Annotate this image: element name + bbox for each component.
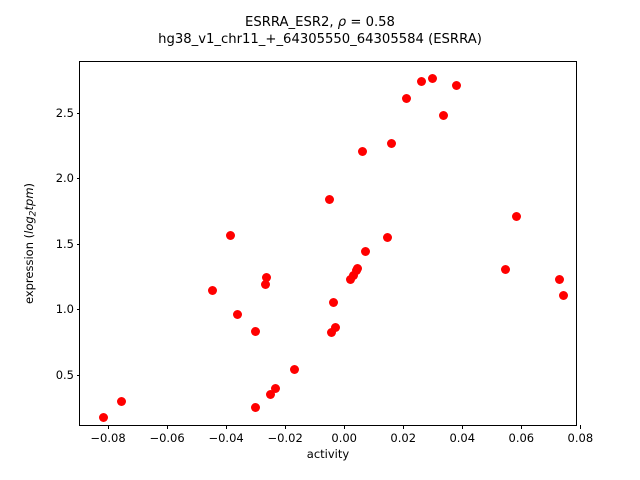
y-axis-label-suffix: ) [22, 182, 36, 188]
data-point [329, 298, 339, 308]
y-tick-mark [76, 375, 80, 377]
figure-title-prefix: ESRRA_ESR2, [245, 15, 338, 30]
data-point [271, 383, 281, 393]
x-tick-label: 0.04 [449, 431, 476, 445]
y-axis-label: expression (log2tpm) [22, 61, 38, 426]
data-point [116, 396, 126, 406]
x-tick-label: −0.08 [90, 431, 126, 445]
x-tick-label: 0.08 [567, 431, 594, 445]
x-tick-label: −0.02 [267, 431, 303, 445]
data-point [452, 81, 462, 91]
data-point [99, 413, 109, 423]
y-axis-label-tpm: tpm [22, 187, 36, 211]
data-point [265, 390, 275, 400]
plot-axes: −0.08 −0.06 −0.04 −0.02 0.00 0.02 0.04 0.06 0.08… [56, 61, 593, 445]
x-tick-label: −0.06 [149, 431, 185, 445]
y-tick-label: 2.0 [55, 171, 74, 186]
x-tick-mark [580, 425, 582, 429]
y-tick-label: 1.5 [55, 236, 74, 251]
x-tick-label: 0.02 [390, 431, 417, 445]
data-point-layer [80, 62, 576, 425]
data-point [427, 73, 437, 83]
x-tick-mark [226, 425, 228, 429]
y-axis-label-subscript: 2 [27, 210, 39, 217]
data-point [360, 247, 370, 257]
x-tick-label: 0.00 [331, 431, 357, 445]
data-point [402, 93, 412, 103]
data-point [512, 211, 522, 221]
rho-value: = 0.58 [346, 15, 395, 30]
y-tick-label: 0.5 [55, 368, 74, 383]
x-tick-mark [285, 425, 287, 429]
rho-symbol: ρ [337, 15, 347, 30]
data-point [558, 291, 568, 301]
data-point [554, 274, 564, 284]
data-point [358, 147, 367, 157]
y-tick-mark [76, 112, 80, 114]
data-point [438, 110, 448, 120]
x-tick-mark [108, 425, 110, 429]
data-point [386, 138, 396, 148]
data-point [330, 322, 340, 332]
y-tick-mark [76, 309, 80, 311]
x-axis-label: activity [306, 447, 350, 461]
x-tick-mark [403, 425, 405, 429]
y-axis-label-log: log [22, 216, 36, 234]
data-point [327, 327, 337, 337]
x-tick-mark [521, 425, 523, 429]
y-axis-label-prefix: expression ( [22, 233, 36, 305]
x-tick-mark [344, 425, 346, 429]
data-point [251, 403, 261, 413]
x-tick-label: −0.04 [208, 431, 244, 445]
x-tick-label: 0.06 [508, 431, 535, 445]
data-point [348, 270, 358, 280]
data-point [208, 285, 218, 295]
data-point [226, 231, 236, 241]
x-tick-mark [167, 425, 169, 429]
y-tick-label: 2.5 [55, 105, 74, 120]
data-point [232, 309, 242, 319]
figure-title-line-2: hg38_v1_chr11_+_64305550_64305584 (ESRRA… [158, 32, 482, 47]
data-point [352, 264, 362, 274]
data-point [324, 194, 334, 204]
data-point [417, 77, 427, 87]
data-point [501, 264, 511, 274]
data-point [250, 327, 260, 337]
data-point [262, 272, 272, 282]
y-tick-mark [76, 178, 80, 180]
data-point [383, 232, 393, 242]
data-point [260, 280, 270, 290]
y-tick-label: 1.0 [55, 302, 74, 317]
figure-title: ESRRA_ESR2, ρ = 0.58 hg38_v1_chr11_+_643… [0, 14, 640, 48]
data-point [290, 365, 300, 375]
y-tick-mark [76, 243, 80, 245]
figure-title-line-1: ESRRA_ESR2, ρ = 0.58 [0, 14, 640, 31]
x-tick-mark [462, 425, 464, 429]
